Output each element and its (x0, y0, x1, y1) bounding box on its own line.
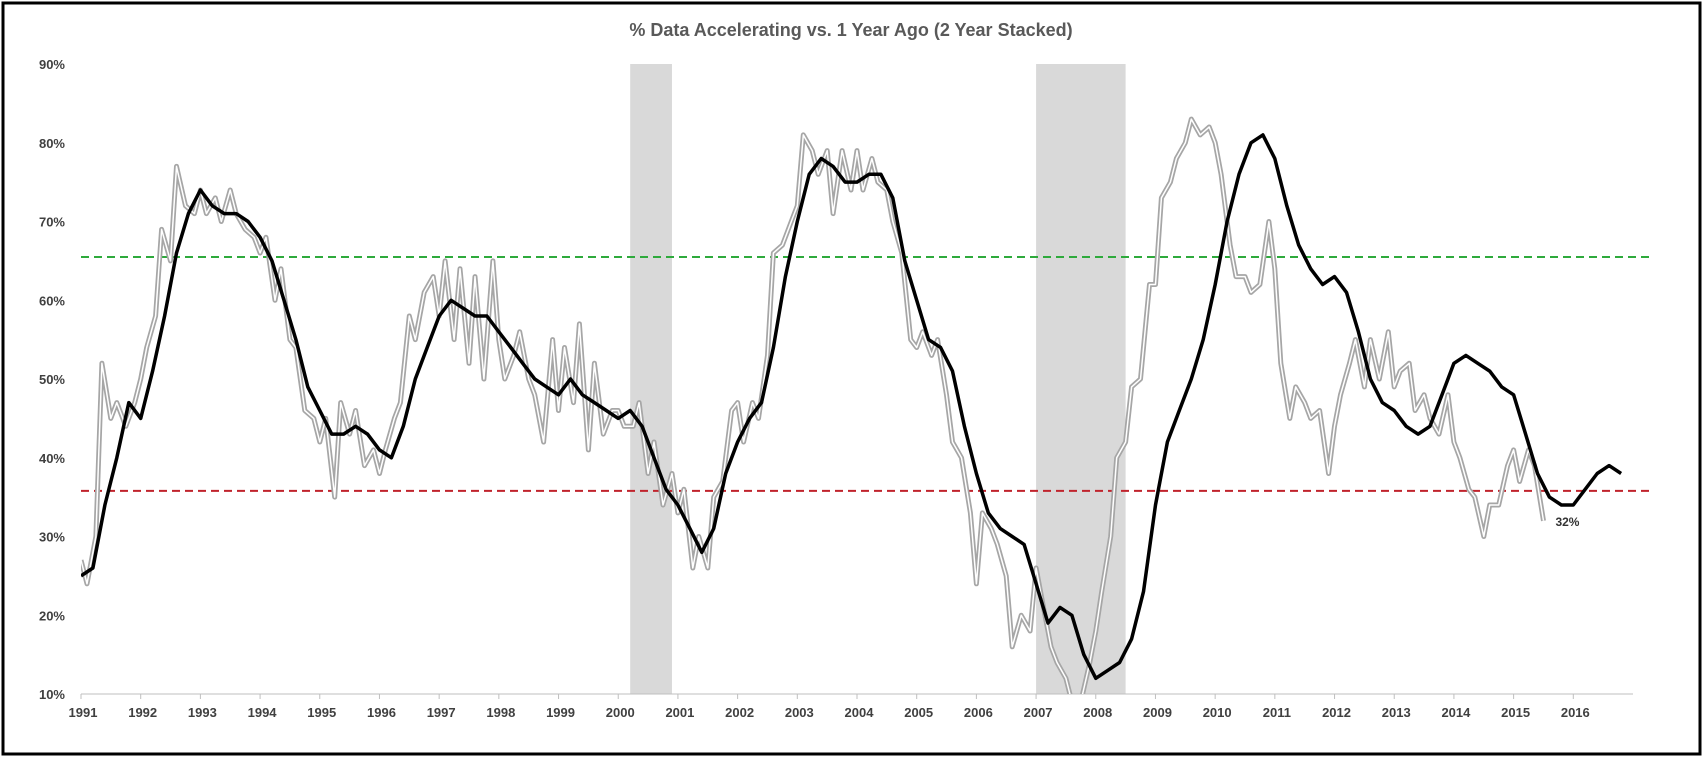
x-tick-label: 1992 (128, 705, 157, 720)
y-tick-label: 70% (39, 215, 65, 230)
series-smoothed-line (81, 133, 1623, 681)
y-tick-label: 40% (39, 451, 65, 466)
x-tick-label: 1997 (427, 705, 456, 720)
x-tick-label: 2006 (964, 705, 993, 720)
x-tick-label: 2000 (606, 705, 635, 720)
x-tick-label: 2007 (1024, 705, 1053, 720)
y-tick-label: 60% (39, 293, 65, 308)
x-tick-label: 2015 (1501, 705, 1530, 720)
x-tick-label: 1996 (367, 705, 396, 720)
x-tick-label: 2009 (1143, 705, 1172, 720)
y-tick-label: 10% (39, 687, 65, 702)
x-tick-label: 1995 (307, 705, 336, 720)
x-tick-label: 2012 (1322, 705, 1351, 720)
y-tick-label: 50% (39, 372, 65, 387)
y-tick-label: 20% (39, 608, 65, 623)
x-tick-label: 1994 (248, 705, 278, 720)
x-tick-label: 2005 (904, 705, 933, 720)
x-tick-label: 2016 (1561, 705, 1590, 720)
x-tick-label: 2010 (1203, 705, 1232, 720)
x-tick-label: 1998 (486, 705, 515, 720)
axes: 10% 20% 30% 40% 50% 60% 70% 80% 90% 1991 1992 1993 1… (39, 57, 1633, 720)
x-tick-label: 2014 (1441, 705, 1471, 720)
series-lines (81, 116, 1623, 694)
reference-lines (81, 255, 1653, 492)
x-tick-label: 2011 (1263, 705, 1291, 720)
x-tick-label: 2004 (845, 705, 875, 720)
series-monthly-core (81, 118, 1545, 694)
recession-bands (630, 64, 1126, 694)
x-tick-label: 2008 (1083, 705, 1112, 720)
x-tick-label: 2001 (665, 705, 694, 720)
x-tick-label: 1993 (188, 705, 217, 720)
x-tick-label: 2013 (1382, 705, 1411, 720)
x-tick-label: 2003 (785, 705, 814, 720)
x-tick-label: 1991 (69, 705, 98, 720)
recession-band-2 (1036, 64, 1126, 694)
x-tick-label: 2002 (725, 705, 754, 720)
y-tick-label: 80% (39, 136, 65, 151)
end-value-label: 32% (1555, 515, 1579, 529)
recession-band-1 (630, 64, 672, 694)
x-tick-label: 1999 (546, 705, 575, 720)
y-tick-label: 30% (39, 530, 65, 545)
chart-title: % Data Accelerating vs. 1 Year Ago (2 Ye… (629, 20, 1072, 40)
y-tick-label: 90% (39, 57, 65, 72)
